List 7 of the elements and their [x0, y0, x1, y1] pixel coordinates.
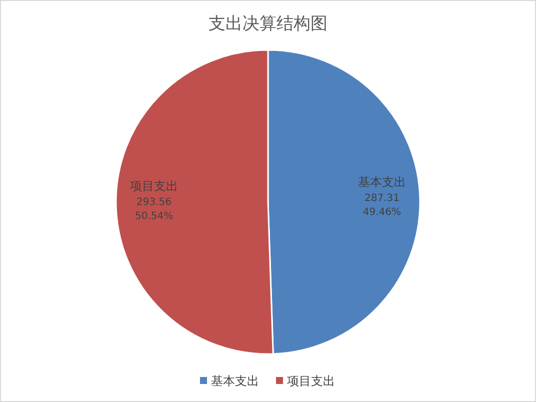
legend-label: 项目支出: [287, 374, 335, 388]
data-label: 287.31 49.46%: [362, 193, 402, 218]
chart-title: 支出决算结构图: [208, 14, 328, 34]
slice-label: 项目支出: [130, 178, 178, 193]
legend-label: 基本支出: [211, 374, 259, 388]
data-label: 293.56 50.54%: [134, 196, 174, 222]
slice-label: 基本支出: [358, 175, 406, 190]
